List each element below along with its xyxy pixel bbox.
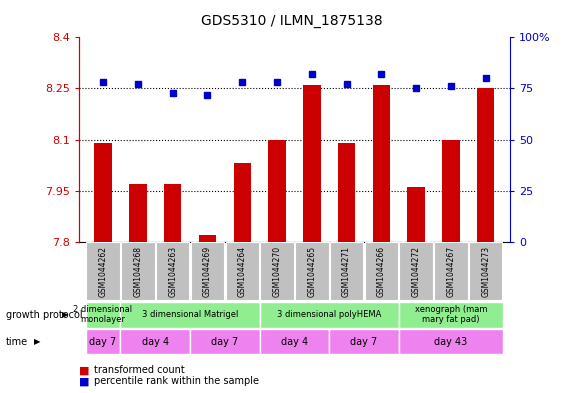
Text: GSM1044269: GSM1044269: [203, 246, 212, 297]
Text: day 7: day 7: [89, 336, 117, 347]
Text: growth protocol: growth protocol: [6, 310, 82, 320]
Text: 3 dimensional polyHEMA: 3 dimensional polyHEMA: [277, 310, 381, 319]
FancyBboxPatch shape: [329, 329, 399, 354]
Text: GDS5310 / ILMN_1875138: GDS5310 / ILMN_1875138: [201, 14, 382, 28]
Text: day 4: day 4: [281, 336, 308, 347]
Bar: [373, 85, 390, 242]
FancyBboxPatch shape: [121, 329, 190, 354]
FancyBboxPatch shape: [365, 242, 398, 300]
FancyBboxPatch shape: [259, 329, 329, 354]
Text: percentile rank within the sample: percentile rank within the sample: [94, 376, 259, 386]
Bar: [94, 143, 112, 242]
Text: ■: ■: [79, 376, 89, 386]
Text: time: time: [6, 336, 28, 347]
FancyBboxPatch shape: [399, 329, 503, 354]
FancyBboxPatch shape: [86, 242, 120, 300]
FancyBboxPatch shape: [226, 242, 259, 300]
Text: GSM1044265: GSM1044265: [307, 246, 317, 297]
Bar: [164, 184, 181, 242]
FancyBboxPatch shape: [156, 242, 189, 300]
FancyBboxPatch shape: [259, 302, 399, 328]
Bar: [268, 140, 286, 242]
Text: GSM1044271: GSM1044271: [342, 246, 351, 297]
FancyBboxPatch shape: [295, 242, 328, 300]
FancyBboxPatch shape: [261, 242, 294, 300]
Text: day 4: day 4: [142, 336, 169, 347]
Text: ▶: ▶: [62, 310, 69, 319]
Bar: [303, 85, 321, 242]
Text: GSM1044264: GSM1044264: [238, 246, 247, 297]
Bar: [442, 140, 459, 242]
Bar: [199, 235, 216, 242]
FancyBboxPatch shape: [86, 329, 121, 354]
Text: xenograph (mam
mary fat pad): xenograph (mam mary fat pad): [415, 305, 487, 325]
Text: GSM1044266: GSM1044266: [377, 246, 386, 297]
FancyBboxPatch shape: [190, 329, 259, 354]
Text: GSM1044263: GSM1044263: [168, 246, 177, 297]
Text: GSM1044273: GSM1044273: [482, 246, 490, 297]
Text: ■: ■: [79, 365, 89, 375]
Text: transformed count: transformed count: [94, 365, 185, 375]
Text: day 7: day 7: [211, 336, 238, 347]
FancyBboxPatch shape: [86, 302, 121, 328]
Bar: [408, 187, 425, 242]
Text: GSM1044262: GSM1044262: [99, 246, 107, 297]
Text: GSM1044270: GSM1044270: [272, 246, 282, 297]
Text: GSM1044268: GSM1044268: [134, 246, 142, 297]
FancyBboxPatch shape: [469, 242, 503, 300]
Bar: [129, 184, 146, 242]
FancyBboxPatch shape: [399, 302, 503, 328]
Text: 3 dimensional Matrigel: 3 dimensional Matrigel: [142, 310, 238, 319]
Text: day 43: day 43: [434, 336, 468, 347]
FancyBboxPatch shape: [399, 242, 433, 300]
FancyBboxPatch shape: [330, 242, 363, 300]
FancyBboxPatch shape: [121, 242, 154, 300]
Text: GSM1044272: GSM1044272: [412, 246, 421, 297]
Bar: [338, 143, 355, 242]
Text: day 7: day 7: [350, 336, 378, 347]
FancyBboxPatch shape: [191, 242, 224, 300]
FancyBboxPatch shape: [121, 302, 259, 328]
Bar: [477, 88, 494, 242]
FancyBboxPatch shape: [434, 242, 468, 300]
Text: ▶: ▶: [34, 337, 40, 346]
Text: GSM1044267: GSM1044267: [447, 246, 455, 297]
Text: 2 dimensional
monolayer: 2 dimensional monolayer: [73, 305, 132, 325]
Bar: [234, 163, 251, 242]
